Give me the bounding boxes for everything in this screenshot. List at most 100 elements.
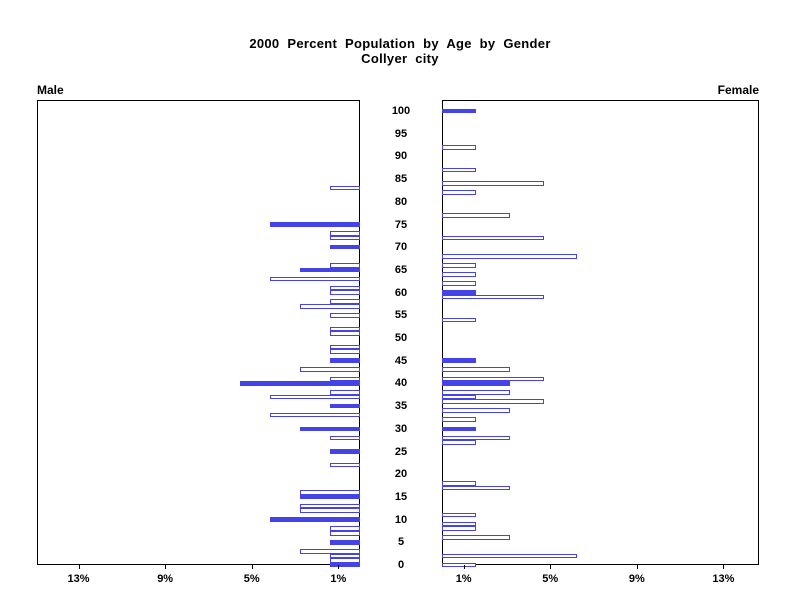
age-axis-label-10: 10 (394, 513, 408, 526)
bar-male-age-63 (269, 276, 360, 282)
bar-female-age-64 (442, 272, 476, 277)
bar-female-age-34 (442, 408, 510, 413)
age-axis-label-30: 30 (394, 422, 408, 435)
bar-female-age-54 (442, 317, 476, 323)
male-axis-tick-label-13%: 13% (67, 573, 90, 585)
bar-female-age-18 (442, 480, 476, 486)
bar-female-age-40 (442, 381, 510, 386)
bar-male-age-1 (329, 558, 360, 563)
bar-male-age-13 (299, 503, 360, 509)
bar-female-age-9 (442, 521, 476, 527)
bar-female-age-0 (442, 562, 476, 568)
bar-male-age-70 (329, 244, 360, 250)
bar-female-age-59 (442, 294, 544, 300)
bar-male-age-22 (329, 462, 360, 468)
bar-female-age-45 (442, 358, 476, 363)
bar-male-age-0 (329, 562, 360, 568)
bar-female-age-38 (442, 390, 510, 395)
age-axis-label-55: 55 (394, 309, 408, 322)
male-axis-tick-13% (78, 565, 80, 569)
age-axis-label-90: 90 (394, 150, 408, 163)
bar-male-age-35 (329, 403, 360, 409)
bar-male-age-60 (329, 290, 360, 295)
bar-female-age-62 (442, 281, 476, 286)
bar-male-age-38 (329, 390, 360, 395)
bar-male-age-2 (329, 553, 360, 559)
bar-female-age-41 (442, 376, 544, 382)
age-axis-label-5: 5 (397, 536, 405, 549)
male-axis-tick-label-1%: 1% (330, 573, 347, 585)
female-axis-tick-13% (723, 565, 725, 569)
bar-male-age-30 (299, 426, 360, 432)
bar-male-age-58 (329, 299, 360, 304)
male-axis-tick-label-9%: 9% (157, 573, 174, 585)
bar-female-age-28 (442, 435, 510, 441)
bar-female-age-6 (442, 535, 510, 541)
bar-male-age-12 (299, 508, 360, 513)
female-panel-label: Female (717, 83, 759, 97)
bar-female-age-72 (442, 235, 544, 241)
female-axis-tick-label-1%: 1% (455, 573, 472, 585)
bar-male-age-16 (299, 490, 360, 495)
bar-male-age-10 (269, 517, 360, 522)
male-axis-tick-1% (338, 565, 340, 569)
age-axis-label-15: 15 (394, 490, 408, 503)
age-axis-label-65: 65 (394, 263, 408, 276)
bar-female-age-27 (442, 440, 476, 445)
bar-female-age-8 (442, 526, 476, 531)
bar-female-age-82 (442, 190, 476, 195)
age-axis-label-25: 25 (394, 445, 408, 458)
female-axis-tick-1% (463, 565, 465, 569)
age-axis-label-60: 60 (394, 286, 408, 299)
age-axis-label-100: 100 (391, 105, 411, 117)
male-axis-tick-5% (251, 565, 253, 569)
bar-female-age-100 (442, 108, 476, 114)
age-axis-label-35: 35 (394, 400, 408, 413)
female-axis-tick-5% (550, 565, 552, 569)
male-panel (37, 100, 360, 565)
bar-male-age-8 (329, 526, 360, 531)
bar-male-age-61 (329, 285, 360, 291)
bar-male-age-73 (329, 231, 360, 236)
male-axis-tick-label-5%: 5% (243, 573, 260, 585)
bar-male-age-72 (329, 235, 360, 241)
bar-male-age-41 (329, 376, 360, 382)
bar-female-age-92 (442, 145, 476, 150)
age-axis-label-50: 50 (394, 332, 408, 344)
bar-male-age-75 (269, 222, 360, 227)
chart-title: 2000 Percent Population by Age by Gender (249, 36, 551, 51)
age-axis-label-85: 85 (394, 173, 408, 186)
bar-male-age-33 (269, 412, 360, 418)
age-axis-label-45: 45 (394, 354, 408, 367)
male-panel-label: Male (37, 83, 64, 97)
female-axis-tick-label-9%: 9% (628, 573, 645, 585)
chart-subtitle: Collyer city (361, 51, 439, 66)
bar-male-age-7 (329, 530, 360, 536)
bar-male-age-5 (329, 540, 360, 545)
bar-female-age-87 (442, 167, 476, 173)
age-axis-label-20: 20 (394, 468, 408, 481)
bar-female-age-32 (442, 417, 476, 422)
bar-female-age-66 (442, 263, 476, 268)
bar-male-age-48 (329, 344, 360, 350)
bar-male-age-43 (299, 367, 360, 373)
female-axis-tick-label-13%: 13% (712, 573, 735, 585)
age-axis-label-0: 0 (397, 559, 405, 571)
bar-male-age-28 (329, 435, 360, 441)
bar-male-age-65 (299, 267, 360, 273)
bar-male-age-37 (269, 394, 360, 400)
bar-female-age-77 (442, 213, 510, 218)
bar-female-age-36 (442, 399, 544, 404)
bar-male-age-15 (299, 494, 360, 500)
bar-female-age-30 (442, 426, 476, 432)
bar-female-age-11 (442, 512, 476, 518)
bar-female-age-43 (442, 367, 510, 373)
bar-male-age-66 (329, 263, 360, 268)
bar-male-age-25 (329, 449, 360, 454)
bar-male-age-55 (329, 313, 360, 318)
bar-male-age-51 (329, 331, 360, 336)
male-axis-tick-9% (165, 565, 167, 569)
female-panel (442, 100, 759, 565)
bar-female-age-17 (442, 485, 510, 491)
